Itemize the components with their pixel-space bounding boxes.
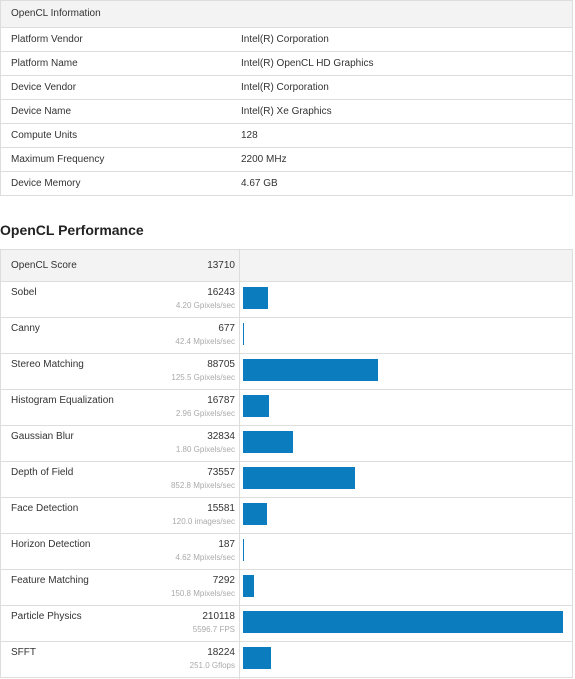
row-value: 128	[241, 130, 258, 141]
row-label: Platform Name	[11, 58, 78, 69]
row-value: Intel(R) Xe Graphics	[241, 106, 332, 117]
section-title: OpenCL Performance	[0, 222, 144, 238]
test-rate: 251.0 Gflops	[189, 661, 235, 670]
score-bar	[243, 611, 563, 633]
test-name: Feature Matching	[11, 575, 89, 586]
row-label: Maximum Frequency	[11, 154, 105, 165]
test-score: 73557	[207, 467, 235, 478]
test-name: Histogram Equalization	[11, 395, 114, 406]
row-value: 4.67 GB	[241, 178, 278, 189]
test-name: Sobel	[11, 287, 37, 298]
test-rate: 1.80 Gpixels/sec	[175, 445, 235, 454]
test-name: Particle Physics	[11, 611, 82, 622]
perf-row	[0, 498, 573, 534]
score-bar	[243, 431, 293, 453]
test-rate: 150.8 Mpixels/sec	[170, 589, 235, 598]
row-value: Intel(R) OpenCL HD Graphics	[241, 58, 374, 69]
perf-row	[0, 642, 573, 678]
score-bar	[243, 503, 267, 525]
test-score: 210118	[202, 611, 235, 622]
score-bar	[243, 647, 271, 669]
table-header	[0, 0, 573, 28]
test-name: SFFT	[11, 647, 36, 658]
table-row	[0, 172, 573, 196]
table-row	[0, 148, 573, 172]
divider	[239, 249, 240, 679]
perf-row	[0, 426, 573, 462]
table-row	[0, 76, 573, 100]
perf-row	[0, 606, 573, 642]
row-label: Compute Units	[11, 130, 78, 141]
test-score: 15581	[207, 503, 235, 514]
score-bar	[243, 359, 379, 381]
row-value: Intel(R) Corporation	[241, 34, 329, 45]
perf-row	[0, 462, 573, 498]
perf-row	[0, 282, 573, 318]
score-bar	[243, 395, 269, 417]
score-bar	[243, 467, 356, 489]
row-label: Device Memory	[11, 178, 81, 189]
test-score: 187	[218, 539, 235, 550]
score-header	[0, 249, 573, 282]
table-row	[0, 52, 573, 76]
test-rate: 120.0 images/sec	[172, 517, 235, 526]
test-rate: 4.62 Mpixels/sec	[175, 553, 235, 562]
test-score: 16787	[207, 395, 235, 406]
table-row	[0, 100, 573, 124]
test-rate: 5596.7 FPS	[192, 625, 235, 634]
perf-row	[0, 534, 573, 570]
row-label: Platform Vendor	[11, 34, 83, 45]
test-rate: 42.4 Mpixels/sec	[175, 337, 235, 346]
test-name: Canny	[11, 323, 40, 334]
row-value: Intel(R) Corporation	[241, 82, 329, 93]
perf-row	[0, 570, 573, 606]
score-value: 13710	[207, 260, 235, 271]
test-score: 32834	[207, 431, 235, 442]
table-title: OpenCL Information	[11, 8, 101, 19]
test-rate: 2.96 Gpixels/sec	[175, 409, 235, 418]
test-score: 88705	[207, 359, 235, 370]
test-score: 18224	[207, 647, 235, 658]
row-label: Device Name	[11, 106, 72, 117]
test-score: 16243	[207, 287, 235, 298]
test-score: 677	[218, 323, 235, 334]
score-label: OpenCL Score	[11, 260, 77, 271]
perf-row	[0, 354, 573, 390]
test-rate: 852.8 Mpixels/sec	[170, 481, 235, 490]
row-label: Device Vendor	[11, 82, 77, 93]
test-name: Face Detection	[11, 503, 79, 514]
perf-row	[0, 390, 573, 426]
test-name: Depth of Field	[11, 467, 74, 478]
test-score: 7292	[212, 575, 235, 586]
score-bar	[243, 575, 255, 597]
row-value: 2200 MHz	[241, 154, 287, 165]
score-bar	[243, 323, 245, 345]
table-row	[0, 28, 573, 52]
test-rate: 4.20 Gpixels/sec	[175, 301, 235, 310]
table-row	[0, 124, 573, 148]
test-name: Gaussian Blur	[11, 431, 74, 442]
score-bar	[243, 287, 268, 309]
test-name: Stereo Matching	[11, 359, 84, 370]
test-name: Horizon Detection	[11, 539, 91, 550]
perf-row	[0, 318, 573, 354]
test-rate: 125.5 Gpixels/sec	[171, 373, 235, 382]
